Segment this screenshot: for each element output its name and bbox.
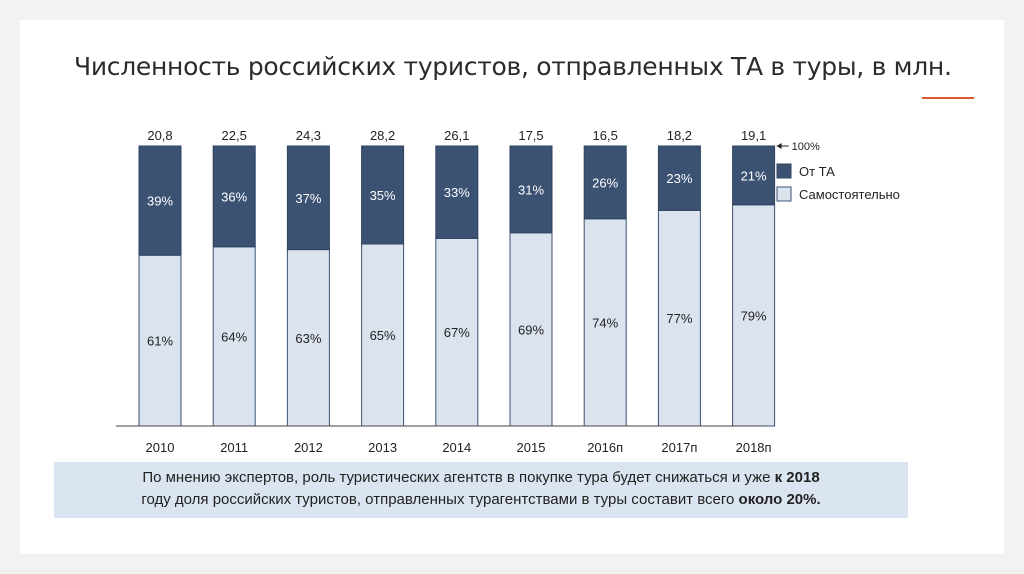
note-text-2: году доля российских туристов, отправлен… <box>141 491 739 508</box>
label-ta-2016п: 26% <box>592 175 618 190</box>
xtick-2015: 2015 <box>517 440 546 455</box>
xtick-2010: 2010 <box>146 440 175 455</box>
bar-self-2012 <box>286 249 330 427</box>
label-self-2011: 64% <box>221 329 247 344</box>
label-ta-2013: 35% <box>370 188 396 203</box>
label-self-2012: 63% <box>295 331 321 346</box>
annotation-arrow-head <box>776 143 782 149</box>
bar-self-2018п <box>732 204 776 427</box>
total-2014: 26,1 <box>444 128 469 143</box>
total-2013: 28,2 <box>370 128 395 143</box>
bar-self-2016п <box>583 218 627 427</box>
label-ta-2010: 39% <box>147 194 173 209</box>
xtick-2018п: 2018п <box>736 440 772 455</box>
bar-ta-2017п <box>657 145 701 211</box>
legend-label-self: Самостоятельно <box>799 187 900 202</box>
label-self-2016п: 74% <box>592 315 618 330</box>
legend-label-ta: От ТА <box>799 164 835 179</box>
total-2017п: 18,2 <box>667 128 692 143</box>
label-self-2010: 61% <box>147 334 173 349</box>
bar-ta-2011 <box>212 145 256 248</box>
bar-ta-2012 <box>286 145 330 251</box>
label-self-2018п: 79% <box>741 308 767 323</box>
bar-ta-2018п <box>732 145 776 206</box>
bar-self-2017п <box>657 209 701 427</box>
bar-ta-2016п <box>583 145 627 220</box>
legend-swatch-self <box>776 186 792 202</box>
total-2015: 17,5 <box>518 128 543 143</box>
bar-self-2015 <box>509 232 553 427</box>
label-ta-2017п: 23% <box>666 171 692 186</box>
expert-note: По мнению экспертов, роль туристических … <box>54 462 908 518</box>
bar-ta-2015 <box>509 145 553 234</box>
note-bold-2: около 20%. <box>738 491 821 508</box>
stacked-bar-chart: 39% 61% 20,8 2010 36% 64% 22,5 2011 37% 63% 24,3 20… <box>116 128 900 455</box>
annotation-100: 100% <box>792 141 820 153</box>
xtick-2014: 2014 <box>442 440 471 455</box>
total-2011: 22,5 <box>222 128 247 143</box>
xtick-2016п: 2016п <box>587 440 623 455</box>
label-self-2013: 65% <box>370 328 396 343</box>
xtick-2013: 2013 <box>368 440 397 455</box>
xtick-2012: 2012 <box>294 440 323 455</box>
label-ta-2018п: 21% <box>741 168 767 183</box>
xtick-2017п: 2017п <box>661 440 697 455</box>
total-2018п: 19,1 <box>741 128 766 143</box>
xtick-2011: 2011 <box>220 440 248 455</box>
note-bold-1: к 2018 <box>774 469 820 486</box>
legend-swatch-ta <box>776 163 792 179</box>
label-self-2014: 67% <box>444 325 470 340</box>
total-2010: 20,8 <box>147 128 172 143</box>
label-ta-2012: 37% <box>295 191 321 206</box>
slide-title: Численность российских туристов, отправл… <box>74 52 952 81</box>
label-ta-2011: 36% <box>221 189 247 204</box>
chart-figure: 39% 61% 20,8 2010 36% 64% 22,5 2011 37% 63% 24,3 20… <box>50 88 922 534</box>
label-self-2015: 69% <box>518 322 544 337</box>
label-self-2017п: 77% <box>666 311 692 326</box>
bar-ta-2014 <box>435 145 479 239</box>
label-ta-2014: 33% <box>444 185 470 200</box>
note-text-1: По мнению экспертов, роль туристических … <box>142 469 775 486</box>
bar-ta-2010 <box>138 145 182 256</box>
bar-ta-2013 <box>361 145 405 245</box>
total-2012: 24,3 <box>296 128 321 143</box>
bar-self-2013 <box>361 243 405 427</box>
label-ta-2015: 31% <box>518 182 544 197</box>
total-2016п: 16,5 <box>593 128 618 143</box>
